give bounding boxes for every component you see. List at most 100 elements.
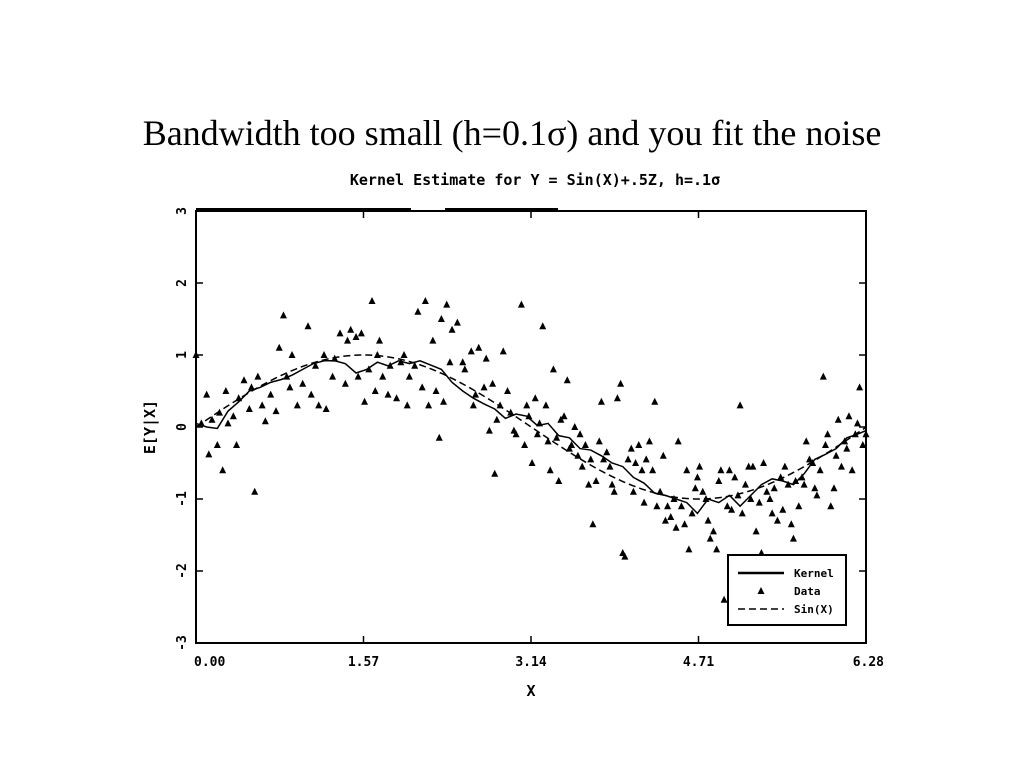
data-point <box>544 437 552 445</box>
data-point <box>304 322 312 330</box>
data-point <box>688 509 696 517</box>
data-point <box>523 401 531 409</box>
y-tick-label: -2 <box>175 563 190 579</box>
data-point <box>320 351 328 358</box>
data-point <box>720 595 728 603</box>
data-point <box>568 441 576 448</box>
data-point <box>635 441 643 448</box>
data-point <box>336 329 344 337</box>
data-point <box>267 390 275 398</box>
legend: Kernel Data Sin(X) <box>727 554 847 626</box>
data-point <box>667 513 675 520</box>
data-point <box>435 433 443 441</box>
x-axis-label: X <box>526 682 535 700</box>
data-point <box>587 455 595 463</box>
data-point <box>307 390 315 398</box>
data-point <box>553 433 561 441</box>
data-point <box>279 311 287 319</box>
data-point <box>816 466 824 474</box>
data-point <box>446 358 454 366</box>
data-point <box>560 412 568 420</box>
data-point <box>834 415 842 423</box>
data-point <box>379 372 387 380</box>
data-point <box>512 430 520 438</box>
data-point <box>261 417 269 425</box>
legend-label: Data <box>794 585 821 598</box>
data-point <box>421 297 429 304</box>
data-point <box>819 372 827 380</box>
data-point <box>299 379 307 387</box>
data-point <box>585 480 593 488</box>
data-point <box>659 451 667 459</box>
data-point <box>480 383 488 391</box>
data-point <box>393 394 401 402</box>
data-point <box>827 502 835 510</box>
data-point <box>533 430 541 438</box>
data-point <box>752 527 760 535</box>
data-point <box>192 351 200 358</box>
data-point <box>627 444 635 452</box>
data-point <box>763 487 771 495</box>
data-point <box>770 484 778 492</box>
data-point <box>418 383 426 391</box>
data-point <box>642 455 650 463</box>
data-point <box>845 412 853 420</box>
data-point <box>617 379 625 387</box>
data-point <box>203 390 211 398</box>
data-point <box>747 495 755 502</box>
data-point <box>491 469 499 477</box>
data-point <box>699 487 707 495</box>
data-point <box>461 365 469 373</box>
y-tick-label: -3 <box>175 635 190 651</box>
data-point <box>832 451 840 459</box>
data-point <box>384 390 392 398</box>
data-point <box>352 333 360 340</box>
y-tick-label: 1 <box>175 351 190 359</box>
data-point <box>208 415 216 423</box>
data-point <box>651 397 659 405</box>
data-point <box>709 527 717 535</box>
data-point <box>784 480 792 488</box>
data-point <box>653 502 661 510</box>
y-tick-label: 2 <box>175 279 190 287</box>
data-point <box>254 372 262 380</box>
data-point <box>411 361 419 369</box>
data-point <box>853 419 861 427</box>
data-point <box>802 437 810 445</box>
data-point <box>766 495 774 502</box>
data-point <box>581 441 589 448</box>
data-point <box>437 315 445 322</box>
data-point <box>443 300 451 308</box>
data-point <box>749 462 757 470</box>
data-point <box>624 455 632 463</box>
data-point <box>504 387 512 394</box>
data-point <box>213 441 221 448</box>
data-point <box>549 365 557 373</box>
data-point <box>453 318 461 326</box>
data-point <box>224 419 232 427</box>
data-point <box>403 401 411 409</box>
data-point <box>725 466 733 474</box>
data-point <box>229 412 237 420</box>
data-point <box>613 394 621 402</box>
data-point <box>272 407 280 415</box>
legend-box <box>727 554 847 626</box>
data-point <box>293 401 301 409</box>
data-point <box>347 325 355 333</box>
axes: 0.00 1.57 3.14 4.71 6.28 -3 -2 -1 0 1 2 3 X E[Y|X] <box>141 207 884 700</box>
data-point <box>311 361 319 369</box>
data-point <box>677 502 685 510</box>
data-point <box>376 336 384 344</box>
data-point <box>683 466 691 474</box>
series-lines <box>195 354 867 515</box>
data-point <box>728 505 736 513</box>
data-point <box>656 487 664 495</box>
data-point <box>354 372 362 380</box>
data-point <box>341 379 349 387</box>
data-point <box>672 523 680 531</box>
data-point <box>459 358 467 366</box>
data-point <box>843 444 851 452</box>
data-point <box>482 354 490 362</box>
x-tick-label: 0.00 <box>194 655 225 670</box>
data-point <box>824 430 832 438</box>
